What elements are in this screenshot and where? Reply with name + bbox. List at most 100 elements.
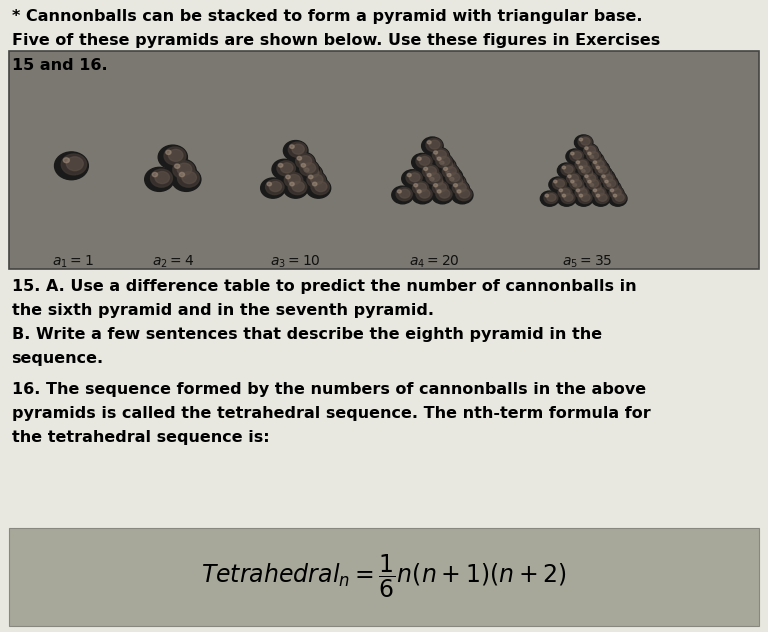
Circle shape (311, 174, 323, 185)
Circle shape (427, 173, 431, 177)
Circle shape (572, 181, 586, 193)
Circle shape (578, 136, 592, 147)
Text: B. Write a few sentences that describe the eighth pyramid in the: B. Write a few sentences that describe t… (12, 327, 601, 343)
Circle shape (578, 192, 592, 204)
Circle shape (260, 178, 285, 198)
Circle shape (602, 175, 605, 178)
Circle shape (589, 181, 603, 193)
Circle shape (445, 169, 462, 182)
Circle shape (576, 189, 580, 191)
Circle shape (571, 158, 590, 173)
Circle shape (302, 171, 326, 191)
Circle shape (584, 169, 593, 176)
Circle shape (562, 194, 565, 197)
Circle shape (415, 183, 426, 192)
Circle shape (609, 187, 623, 198)
Circle shape (588, 180, 591, 183)
Circle shape (457, 190, 461, 193)
Circle shape (591, 155, 594, 158)
Circle shape (598, 194, 607, 201)
Circle shape (435, 150, 446, 159)
Circle shape (591, 163, 610, 178)
Circle shape (571, 186, 590, 201)
Circle shape (288, 179, 306, 195)
Circle shape (432, 149, 449, 162)
Circle shape (449, 171, 459, 179)
Circle shape (568, 181, 587, 196)
Circle shape (407, 173, 411, 177)
Circle shape (416, 155, 432, 168)
Circle shape (578, 188, 587, 196)
Circle shape (298, 164, 323, 184)
Circle shape (580, 143, 598, 159)
Circle shape (288, 142, 306, 157)
Circle shape (280, 171, 304, 191)
Circle shape (305, 168, 309, 172)
Circle shape (437, 157, 441, 161)
Circle shape (568, 175, 571, 178)
Circle shape (306, 167, 319, 178)
Circle shape (598, 164, 607, 171)
Circle shape (585, 152, 604, 167)
Circle shape (315, 181, 327, 191)
Circle shape (303, 166, 322, 181)
Circle shape (167, 159, 196, 183)
Circle shape (397, 190, 401, 193)
FancyBboxPatch shape (9, 528, 759, 626)
Circle shape (166, 150, 171, 154)
Circle shape (594, 189, 597, 191)
Circle shape (587, 147, 596, 154)
Circle shape (574, 135, 593, 150)
Circle shape (584, 173, 598, 185)
Circle shape (601, 173, 614, 185)
Text: $a_4 = 20$: $a_4 = 20$ (409, 254, 459, 270)
Circle shape (595, 161, 604, 168)
Circle shape (592, 183, 601, 191)
Circle shape (434, 184, 438, 187)
Circle shape (446, 171, 451, 174)
Text: $a_2 = 4$: $a_2 = 4$ (152, 254, 194, 270)
Circle shape (452, 181, 468, 195)
Circle shape (306, 178, 331, 198)
Circle shape (571, 180, 574, 183)
Circle shape (177, 163, 192, 175)
Circle shape (587, 150, 601, 162)
Circle shape (607, 184, 611, 186)
Circle shape (291, 152, 316, 173)
Circle shape (442, 170, 463, 188)
Circle shape (267, 182, 271, 186)
Circle shape (553, 178, 567, 190)
Circle shape (432, 181, 449, 195)
Circle shape (436, 188, 452, 201)
Circle shape (435, 183, 446, 192)
Circle shape (583, 177, 601, 192)
Circle shape (412, 154, 433, 171)
Circle shape (574, 163, 593, 178)
Circle shape (590, 179, 598, 187)
Circle shape (605, 180, 608, 183)
Circle shape (422, 137, 443, 155)
Text: $\mathit{Tetrahedral}_n = \dfrac{1}{6}n(n + 1)(n + 2)$: $\mathit{Tetrahedral}_n = \dfrac{1}{6}n(… (201, 553, 567, 600)
Circle shape (307, 173, 326, 188)
Circle shape (561, 192, 575, 204)
Circle shape (297, 157, 302, 160)
Circle shape (182, 171, 197, 183)
Circle shape (582, 175, 601, 190)
Circle shape (581, 194, 590, 201)
Circle shape (303, 163, 316, 173)
Circle shape (432, 154, 453, 171)
Circle shape (604, 174, 613, 182)
Circle shape (594, 161, 597, 164)
FancyBboxPatch shape (9, 51, 759, 269)
Circle shape (614, 194, 617, 197)
Circle shape (441, 167, 462, 185)
Text: pyramids is called the tetrahedral sequence. The nth-term formula for: pyramids is called the tetrahedral seque… (12, 406, 650, 421)
Circle shape (300, 155, 312, 166)
Circle shape (270, 181, 282, 191)
Circle shape (604, 178, 607, 181)
Circle shape (286, 175, 290, 179)
Circle shape (418, 164, 439, 181)
Circle shape (442, 161, 453, 169)
Circle shape (561, 164, 575, 176)
Circle shape (601, 171, 614, 183)
